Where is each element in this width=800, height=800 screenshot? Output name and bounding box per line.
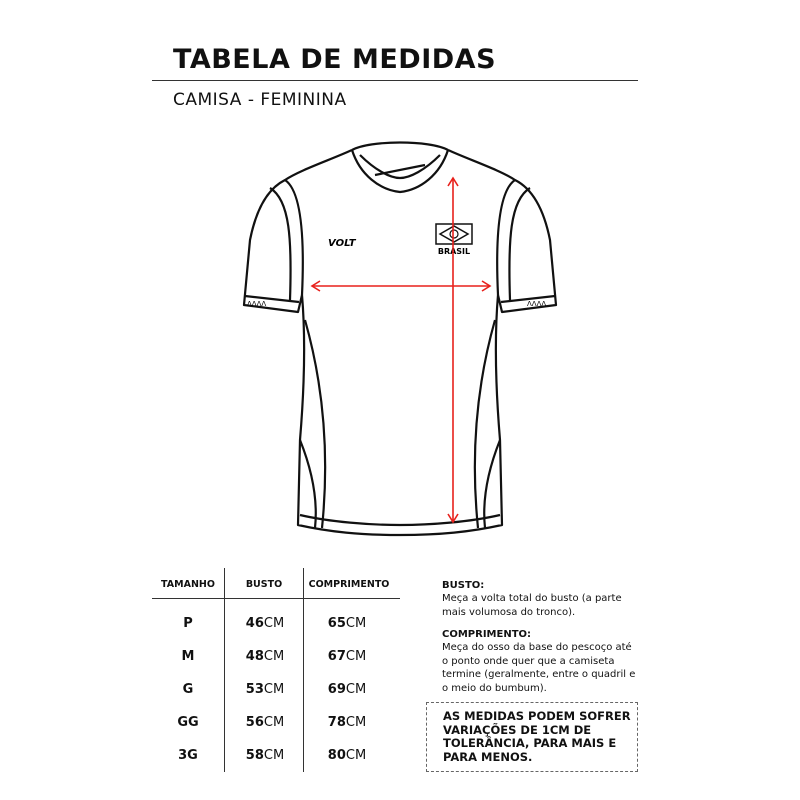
measurement-arrows [310, 176, 492, 524]
unit: CM [345, 715, 367, 730]
tolerance-note-text: AS MEDIDAS PODEM SOFRER VARIAÇÕES DE 1CM… [443, 709, 631, 764]
comprimento-cell: 80CM [302, 748, 392, 763]
title-divider [152, 80, 638, 81]
page-title: TABELA DE MEDIDAS [173, 44, 497, 75]
busto-value: 53 [245, 682, 264, 697]
comprimento-label: COMPRIMENTO: [442, 629, 532, 640]
tolerance-note: AS MEDIDAS PODEM SOFRER VARIAÇÕES DE 1CM… [426, 702, 638, 772]
unit: CM [345, 682, 367, 697]
busto-value: 46 [245, 616, 264, 631]
size-cell: M [181, 649, 195, 664]
busto-cell: 46CM [220, 616, 310, 631]
header-comprimento: COMPRIMENTO [308, 579, 390, 590]
unit: CM [263, 616, 285, 631]
comprimento-value: 65 [327, 616, 346, 631]
busto-value: 48 [245, 649, 264, 664]
comprimento-cell: 65CM [302, 616, 392, 631]
comprimento-cell: 78CM [302, 715, 392, 730]
unit: CM [263, 649, 285, 664]
busto-value: 58 [245, 748, 264, 763]
size-cell: 3G [178, 748, 198, 763]
comprimento-value: 78 [327, 715, 346, 730]
busto-cell: 58CM [220, 748, 310, 763]
column-divider [224, 568, 225, 772]
header-busto: BUSTO [245, 579, 283, 590]
shirt-illustration: ᐱᐱᐱᐱ ᐱᐱᐱᐱ VOLT BRASIL [242, 141, 558, 537]
busto-text: Meça a volta total do busto (a parte mai… [442, 593, 622, 618]
comprimento-cell: 67CM [302, 649, 392, 664]
badge-text: BRASIL [438, 247, 470, 256]
busto-cell: 53CM [220, 682, 310, 697]
page-subtitle: CAMISA - FEMININA [173, 90, 347, 110]
busto-cell: 56CM [220, 715, 310, 730]
unit: CM [263, 715, 285, 730]
unit: CM [345, 748, 367, 763]
size-cell: GG [177, 715, 199, 730]
busto-cell: 48CM [220, 649, 310, 664]
unit: CM [263, 682, 285, 697]
comprimento-value: 80 [327, 748, 346, 763]
comprimento-value: 67 [327, 649, 346, 664]
unit: CM [345, 649, 367, 664]
header-divider [152, 598, 400, 599]
comprimento-value: 69 [327, 682, 346, 697]
unit: CM [345, 616, 367, 631]
size-cell: P [183, 616, 193, 631]
column-divider [303, 568, 304, 772]
comprimento-text: Meça do osso da base do pescoço até o po… [442, 642, 636, 694]
cuff-pattern-right: ᐱᐱᐱᐱ [527, 300, 546, 308]
cuff-pattern-left: ᐱᐱᐱᐱ [247, 300, 266, 308]
size-cell: G [182, 682, 194, 697]
unit: CM [263, 748, 285, 763]
busto-label: BUSTO: [442, 580, 485, 591]
busto-value: 56 [245, 715, 264, 730]
comprimento-cell: 69CM [302, 682, 392, 697]
header-tamanho: TAMANHO [161, 579, 215, 590]
brasil-badge: BRASIL [435, 223, 473, 256]
brand-logo: VOLT [328, 238, 357, 249]
